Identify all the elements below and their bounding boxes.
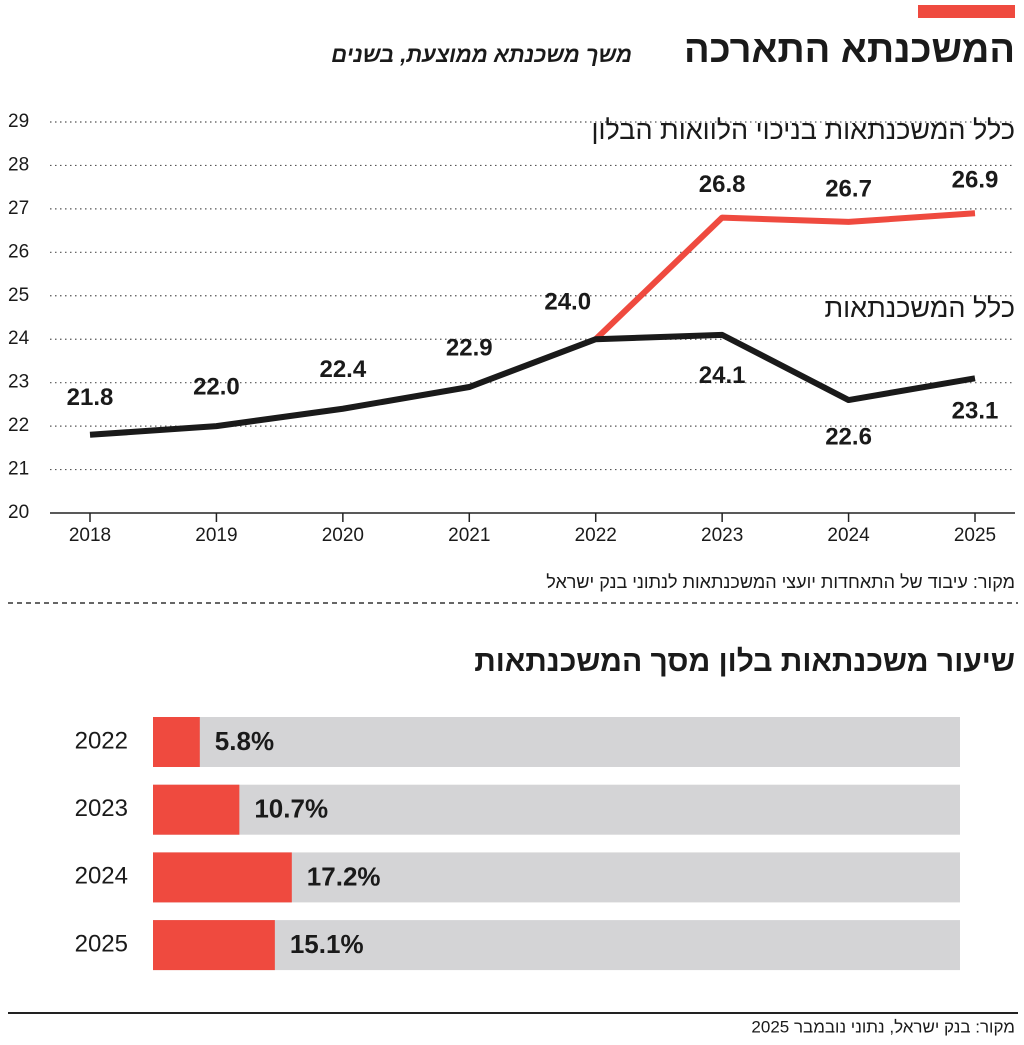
x-tick-label: 2020 (322, 525, 364, 546)
y-tick-label: 28 (8, 154, 29, 175)
data-label: 5.8% (215, 726, 274, 756)
y-tick-label: 22 (8, 415, 29, 436)
y-tick-label: 2022 (75, 727, 128, 754)
data-label: 22.0 (193, 373, 240, 400)
bar-track (153, 784, 960, 835)
y-tick-label: 27 (8, 198, 29, 219)
data-label: 24.0 (544, 289, 591, 316)
y-tick-label: 23 (8, 372, 29, 393)
bar (153, 784, 240, 835)
bar (153, 852, 292, 903)
data-label: 15.1% (290, 929, 364, 959)
y-tick-label: 25 (8, 285, 29, 306)
data-label: 22.6 (825, 423, 872, 450)
x-tick-label: 2025 (954, 525, 996, 546)
data-label: 24.1 (699, 362, 746, 389)
x-tick-label: 2022 (575, 525, 617, 546)
source: מקור: עיבוד של התאחדות יועצי המשכנתאות ל… (546, 572, 1015, 592)
series-label: כלל המשכנתאות (824, 293, 1015, 323)
x-tick-label: 2018 (69, 525, 111, 546)
data-label: 10.7% (254, 794, 328, 824)
y-tick-label: 2023 (75, 795, 128, 822)
chart-title: שיעור משכנתאות בלון מסך המשכנתאות (474, 645, 1015, 678)
y-tick-label: 24 (8, 328, 30, 349)
data-label: 23.1 (952, 398, 999, 425)
accent-bar (918, 5, 1015, 18)
data-label: 26.8 (699, 171, 746, 198)
bar (153, 920, 275, 971)
chart-subtitle: משך משכנתא ממוצעת, בשנים (331, 42, 632, 67)
y-tick-label: 2025 (75, 930, 128, 957)
data-label: 26.7 (825, 175, 872, 202)
bar-track (153, 920, 960, 971)
data-label: 26.9 (952, 167, 999, 194)
data-label: 17.2% (307, 861, 381, 891)
x-tick-label: 2019 (195, 525, 237, 546)
x-tick-label: 2024 (827, 525, 870, 546)
y-tick-label: 21 (8, 459, 29, 480)
y-tick-label: 26 (8, 241, 29, 262)
series-label: כלל המשכנתאות בניכוי הלוואות הבלון (592, 115, 1016, 145)
source: מקור: בנק ישראל, נתוני נובמבר 2025 (751, 1017, 1015, 1036)
line-series (593, 210, 976, 342)
bar (153, 717, 200, 767)
x-tick-label: 2021 (448, 525, 490, 546)
y-tick-label: 2024 (75, 863, 128, 890)
bar-track (153, 717, 960, 767)
data-label: 21.8 (67, 384, 114, 411)
y-tick-label: 20 (8, 502, 29, 523)
chart-title: המשכנתא התארכה (684, 29, 1015, 71)
line-series (89, 331, 976, 438)
x-tick-label: 2023 (701, 525, 743, 546)
data-label: 22.4 (319, 356, 366, 383)
y-tick-label: 29 (8, 111, 29, 132)
data-label: 22.9 (446, 334, 493, 361)
